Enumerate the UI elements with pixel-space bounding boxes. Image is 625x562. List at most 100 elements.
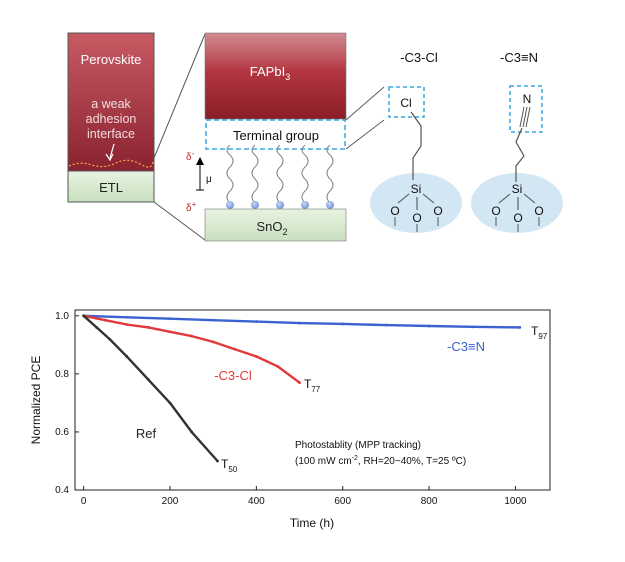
delta-plus-label: δ+	[186, 200, 197, 214]
data-point	[147, 326, 150, 329]
delta-minus-label: δ-	[186, 149, 195, 163]
data-point	[168, 317, 172, 321]
si-o-bond	[498, 193, 511, 204]
c3-cl-chain	[410, 111, 422, 180]
mu-label: μ	[206, 174, 212, 185]
o-atom: O	[534, 204, 543, 218]
si-o-bond	[523, 193, 536, 204]
stability-chart: 0 200 400 600 800 1000 0.4 0.6 0.8 1.0 Time (h) N…	[29, 309, 551, 530]
data-point	[168, 401, 172, 405]
data-point	[298, 381, 301, 384]
series-label-c3cn: -C3≡N	[447, 339, 485, 354]
plot-frame	[74, 309, 551, 491]
data-point	[341, 322, 345, 326]
chain-5	[326, 144, 334, 204]
annotation-line2: (100 mW cm-2, RH=20~40%, T=25 ºC)	[295, 455, 466, 467]
chain-1	[226, 144, 234, 204]
weak-interface-line	[68, 159, 154, 168]
anchor-dot	[326, 201, 334, 209]
device-stack-panel: Perovskite a weak adhesion interface ETL	[67, 32, 155, 203]
x-tick-label: 600	[334, 496, 351, 507]
chain-3	[276, 144, 284, 204]
si-atom: Si	[411, 182, 422, 196]
data-point	[125, 323, 129, 326]
c3-cn-title: -C3≡N	[500, 50, 538, 65]
annotation-line1: Photostablity (MPP tracking)	[295, 440, 421, 451]
si-atom: Si	[512, 182, 523, 196]
data-point	[276, 365, 280, 369]
adhesion-label-line2: adhesion	[86, 112, 137, 126]
x-tick-label: 0	[81, 496, 87, 507]
adhesion-arrow-head	[105, 153, 114, 162]
zoom-line-bottom	[153, 201, 206, 241]
data-point	[125, 355, 129, 358]
o-atom: O	[390, 204, 399, 218]
x-tick-label: 1000	[504, 496, 527, 507]
series-label-ref: Ref	[136, 426, 157, 441]
anchor-dot	[276, 201, 284, 209]
anchor-dots	[226, 201, 334, 209]
triple-bond	[519, 106, 525, 128]
data-point	[298, 321, 301, 325]
series-c3-cn-line	[83, 314, 520, 329]
data-point	[233, 347, 237, 351]
interface-zoom-panel: FAPbI3 Terminal group SnO2 δ- μ	[186, 32, 347, 242]
o-atom: O	[412, 211, 421, 225]
triple-bond	[525, 106, 531, 128]
adhesion-label-line3: interface	[87, 127, 135, 141]
c3-cn-chain	[515, 127, 525, 182]
c3-cn-terminal-box	[509, 85, 543, 133]
perovskite-layer	[67, 32, 155, 172]
c3-cn-substrate-bg	[471, 173, 563, 233]
anchor-dot	[301, 201, 309, 209]
data-point	[190, 334, 193, 338]
data-point	[518, 326, 522, 329]
t97-label: T97	[531, 324, 548, 341]
y-tick-label: 1.0	[55, 311, 69, 322]
sno2-label: SnO2	[256, 219, 287, 237]
data-point	[254, 320, 258, 324]
data-point	[103, 318, 107, 322]
triple-bond	[522, 106, 528, 128]
molecule-c3-cn: -C3≡N N Si O O O	[471, 50, 563, 233]
si-o-bond	[397, 193, 410, 204]
perovskite-label: Perovskite	[81, 52, 142, 67]
axis-ticks: 0 200 400 600 800 1000 0.4 0.6 0.8 1.0	[55, 311, 527, 507]
data-point	[384, 323, 388, 327]
cl-atom: Cl	[400, 96, 411, 110]
adhesion-label-line1: a weak	[91, 97, 131, 111]
y-tick-label: 0.6	[55, 427, 69, 438]
data-point	[168, 330, 172, 334]
c3-cl-terminal-box	[388, 86, 425, 118]
etl-label: ETL	[99, 180, 123, 195]
sno2-layer	[204, 208, 347, 242]
si-o-bond	[422, 193, 435, 204]
n-atom: N	[523, 92, 532, 106]
o-atom: O	[433, 204, 442, 218]
fapbi3-layer	[204, 32, 347, 120]
x-tick-label: 800	[421, 496, 438, 507]
t77-label: T77	[304, 377, 321, 394]
series-layer	[82, 314, 522, 463]
anchor-dot	[226, 201, 234, 209]
data-point	[211, 340, 215, 344]
data-point	[254, 355, 258, 358]
data-point	[108, 337, 111, 341]
molecule-chains	[226, 144, 334, 204]
adhesion-arrow	[109, 143, 115, 159]
c3-cl-title: -C3-Cl	[400, 50, 438, 65]
o-atom: O	[513, 211, 522, 225]
zoom-line-top	[153, 33, 206, 159]
anchor-dot	[251, 201, 259, 209]
x-axis-title: Time (h)	[290, 516, 334, 530]
y-tick-label: 0.4	[55, 485, 69, 496]
o-atom: O	[491, 204, 500, 218]
c3-cl-substrate-bg	[370, 173, 462, 233]
data-point	[216, 459, 219, 463]
data-point	[190, 430, 193, 434]
terminal-group-box	[205, 119, 346, 150]
y-tick-label: 0.8	[55, 369, 69, 380]
data-point	[125, 315, 129, 319]
molecule-c3-cl: -C3-Cl Cl Si O O O	[370, 50, 462, 233]
